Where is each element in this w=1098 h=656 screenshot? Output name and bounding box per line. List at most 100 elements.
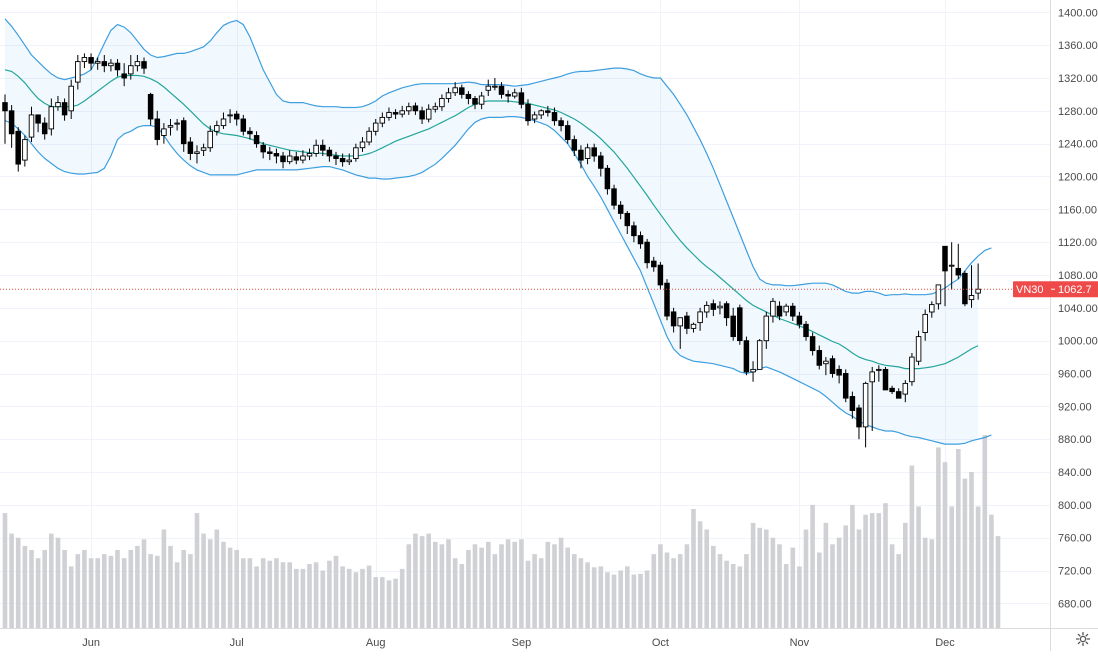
candle xyxy=(2,94,8,144)
candle-body-up xyxy=(703,304,710,313)
candle xyxy=(498,82,505,99)
candle xyxy=(750,361,756,382)
candle xyxy=(770,298,776,323)
candle xyxy=(809,332,816,356)
bollinger-middle-line xyxy=(4,69,979,370)
candle-body-up xyxy=(922,313,928,333)
volume-bar xyxy=(62,550,67,628)
last-price-label: VN30 1062.7 xyxy=(1013,281,1098,298)
candle xyxy=(121,63,127,87)
volume-bar xyxy=(684,544,690,628)
candle-body-down xyxy=(412,105,419,112)
candle xyxy=(909,353,915,386)
gear-icon xyxy=(1075,631,1091,647)
candle xyxy=(743,336,750,376)
candle xyxy=(955,243,962,280)
candle-body-up xyxy=(975,288,981,294)
candle-body-up xyxy=(167,125,174,128)
volume-bar xyxy=(591,567,597,628)
candle-body-down xyxy=(710,303,717,310)
candle-body-down xyxy=(253,135,260,145)
volume-bar xyxy=(75,554,81,628)
candle-body-down xyxy=(459,87,465,95)
volume-bar xyxy=(585,562,590,628)
candle xyxy=(386,107,392,121)
candle-body-down xyxy=(796,315,803,325)
candle xyxy=(869,366,875,431)
volume-bar xyxy=(869,513,875,628)
candle xyxy=(41,117,48,140)
candle-body-down xyxy=(101,61,108,67)
candle-body-down xyxy=(2,102,8,112)
candle xyxy=(167,119,174,136)
candle-body-up xyxy=(902,382,909,395)
volume-bar xyxy=(737,566,743,628)
candle-body-down xyxy=(247,130,253,135)
candle xyxy=(412,102,419,115)
settings-button[interactable] xyxy=(1072,629,1094,649)
candle xyxy=(723,301,730,326)
candle-body-up xyxy=(425,108,432,120)
candle-body-up xyxy=(306,153,313,157)
candle xyxy=(227,109,233,124)
volume-bar xyxy=(850,504,855,628)
candle-body-down xyxy=(326,149,333,157)
price-axis[interactable]: 680.00 720.00 760.00 800.00 840.00 880.00 920.… xyxy=(1058,7,1098,610)
candle xyxy=(783,303,789,317)
candle-body-up xyxy=(353,147,359,159)
volume-bar xyxy=(346,568,352,628)
candle xyxy=(154,110,161,146)
candle-body-down xyxy=(743,340,750,373)
volume-bar xyxy=(625,566,630,628)
volume-bar xyxy=(419,536,425,628)
price-tick-label: 680.00 xyxy=(1058,598,1092,610)
price-tick-label: 920.00 xyxy=(1058,401,1092,413)
candle-body-down xyxy=(8,110,15,135)
candle-body-up xyxy=(55,102,61,108)
candle-body-up xyxy=(81,57,88,63)
candle-body-down xyxy=(187,141,194,154)
candle xyxy=(518,87,525,109)
candle xyxy=(690,322,697,333)
time-tick-label: Nov xyxy=(790,637,810,649)
volume-bar xyxy=(108,555,114,628)
volume-bar xyxy=(320,570,326,628)
volume-bar xyxy=(413,533,418,628)
time-axis[interactable]: Jun Jul Aug Sep Oct Nov Dec xyxy=(82,637,955,649)
volume-bar xyxy=(532,554,537,628)
candle xyxy=(525,99,531,126)
candle xyxy=(545,105,551,117)
candle-body-down xyxy=(598,155,604,169)
volume-bar xyxy=(565,547,570,628)
volume-bar xyxy=(128,550,134,628)
volume-bar xyxy=(744,554,749,628)
candle xyxy=(684,311,690,335)
volume-bar xyxy=(161,529,167,628)
volume-bar xyxy=(360,568,365,628)
volume-bar xyxy=(916,506,921,628)
volume-bar xyxy=(651,554,657,628)
candle xyxy=(756,339,763,370)
time-tick-label: Sep xyxy=(512,637,532,649)
volume-bar xyxy=(194,513,200,628)
volume-bar xyxy=(605,572,610,628)
candle-body-down xyxy=(333,155,339,159)
price-tick-label: 1360.00 xyxy=(1058,40,1098,52)
candle-body-down xyxy=(61,102,68,116)
candle xyxy=(174,119,180,131)
candle xyxy=(379,112,386,128)
candle-body-up xyxy=(929,304,935,313)
candle-body-down xyxy=(651,260,657,268)
volume-bar xyxy=(492,554,498,628)
candle-body-up xyxy=(68,85,74,112)
candle xyxy=(531,111,538,124)
volume-bar xyxy=(452,558,458,628)
volume-bar xyxy=(790,547,796,628)
candle-body-up xyxy=(406,106,412,112)
volume-bar xyxy=(969,472,974,628)
candle-body-up xyxy=(869,371,875,383)
candle-body-down xyxy=(154,118,161,140)
candle-body-up xyxy=(862,382,869,428)
candle-body-up xyxy=(94,61,101,64)
